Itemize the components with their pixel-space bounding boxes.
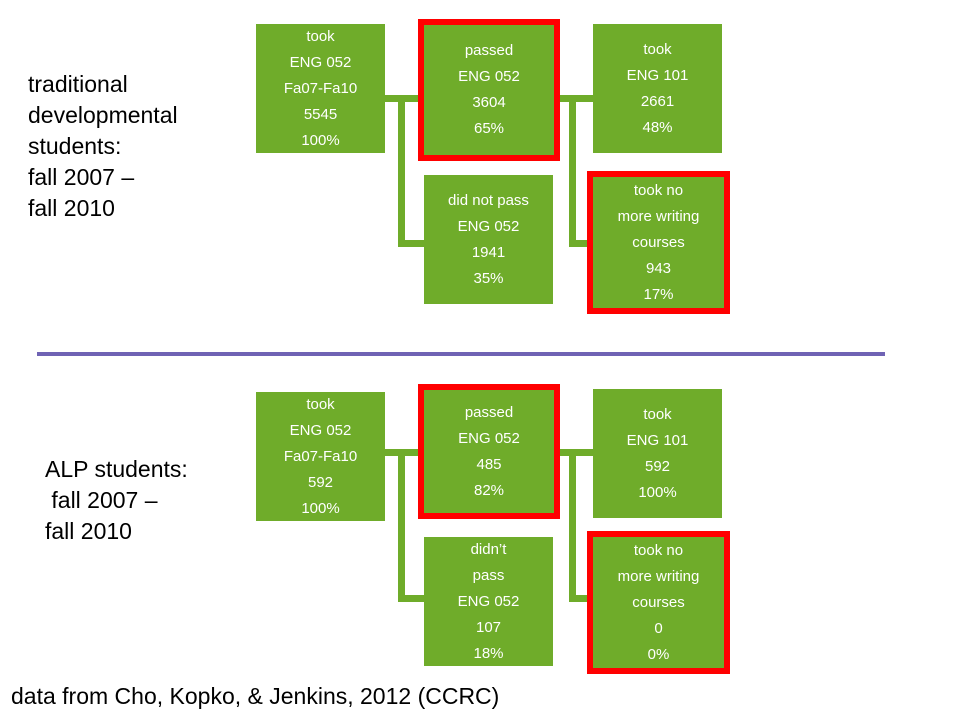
connector — [569, 449, 576, 602]
box-line: ENG 052 — [458, 429, 520, 447]
box-line: took — [306, 395, 335, 413]
traditional-students-label: traditional developmental students: fall… — [28, 71, 178, 221]
passed-eng052-box: passed ENG 052 3604 65% — [418, 19, 560, 161]
box-line: ENG 052 — [457, 217, 520, 235]
took-eng052-box: took ENG 052 Fa07-Fa10 592 100% — [256, 392, 385, 521]
took-eng101-box: took ENG 101 592 100% — [593, 389, 722, 518]
did-not-pass-box: didn’t pass ENG 052 107 18% — [424, 537, 553, 666]
box-line: 2661 — [640, 92, 675, 110]
box-line: didn’t — [470, 540, 507, 558]
box-line: courses — [632, 593, 685, 611]
box-line: took — [306, 27, 335, 45]
connector — [557, 449, 595, 456]
alp-students-label: ALP students: fall 2007 – fall 2010 — [45, 456, 188, 544]
passed-eng052-box: passed ENG 052 485 82% — [418, 384, 560, 519]
box-line: 0 — [654, 619, 663, 637]
did-not-pass-box: did not pass ENG 052 1941 35% — [424, 175, 553, 304]
section-divider — [37, 352, 885, 356]
box-line: 5545 — [303, 105, 338, 123]
box-line: 65% — [473, 120, 505, 137]
box-line: more writing — [617, 567, 700, 585]
connector — [569, 595, 597, 602]
box-line: did not pass — [448, 191, 529, 209]
box-line: 100% — [638, 483, 677, 501]
box-line: 943 — [645, 259, 672, 277]
connector — [398, 449, 405, 602]
box-line: took no — [633, 541, 684, 559]
box-line: 82% — [473, 481, 505, 499]
box-line: courses — [632, 233, 685, 251]
box-line: took no — [633, 181, 684, 199]
box-line: 100% — [301, 499, 340, 517]
box-line: 100% — [301, 131, 340, 149]
box-line: ENG 101 — [626, 431, 689, 449]
box-line: Fa07-Fa10 — [283, 447, 358, 465]
box-line: Fa07-Fa10 — [283, 79, 358, 97]
box-line: took — [643, 405, 672, 423]
box-line: 107 — [475, 618, 502, 636]
box-line: ENG 052 — [458, 68, 520, 85]
box-line: 17% — [643, 285, 674, 303]
box-line: ENG 052 — [289, 421, 352, 439]
box-line: pass — [472, 566, 505, 584]
box-line: 18% — [473, 644, 504, 662]
box-line: ENG 052 — [457, 592, 520, 610]
no-more-writing-box: took no more writing courses 0 0% — [587, 531, 730, 674]
box-line: more writing — [617, 207, 700, 225]
took-eng101-box: took ENG 101 2661 48% — [593, 24, 722, 153]
box-line: 3604 — [472, 94, 506, 111]
box-line: passed — [464, 42, 514, 59]
connector — [569, 95, 576, 247]
box-line: 0% — [647, 645, 670, 663]
box-line: 48% — [642, 118, 673, 136]
connector — [398, 95, 405, 247]
box-line: 592 — [307, 473, 334, 491]
box-line: 1941 — [471, 243, 506, 261]
box-line: passed — [464, 403, 514, 421]
box-line: 35% — [473, 269, 504, 287]
connector — [569, 240, 597, 247]
source-footnote: data from Cho, Kopko, & Jenkins, 2012 (C… — [11, 683, 500, 709]
connector — [557, 95, 595, 102]
box-line: 592 — [644, 457, 671, 475]
box-line: took — [643, 40, 672, 58]
no-more-writing-box: took no more writing courses 943 17% — [587, 171, 730, 314]
connector — [398, 240, 426, 247]
box-line: ENG 101 — [626, 66, 689, 84]
box-line: ENG 052 — [289, 53, 352, 71]
box-line: 485 — [476, 455, 502, 473]
connector — [398, 595, 426, 602]
took-eng052-box: took ENG 052 Fa07-Fa10 5545 100% — [256, 24, 385, 153]
